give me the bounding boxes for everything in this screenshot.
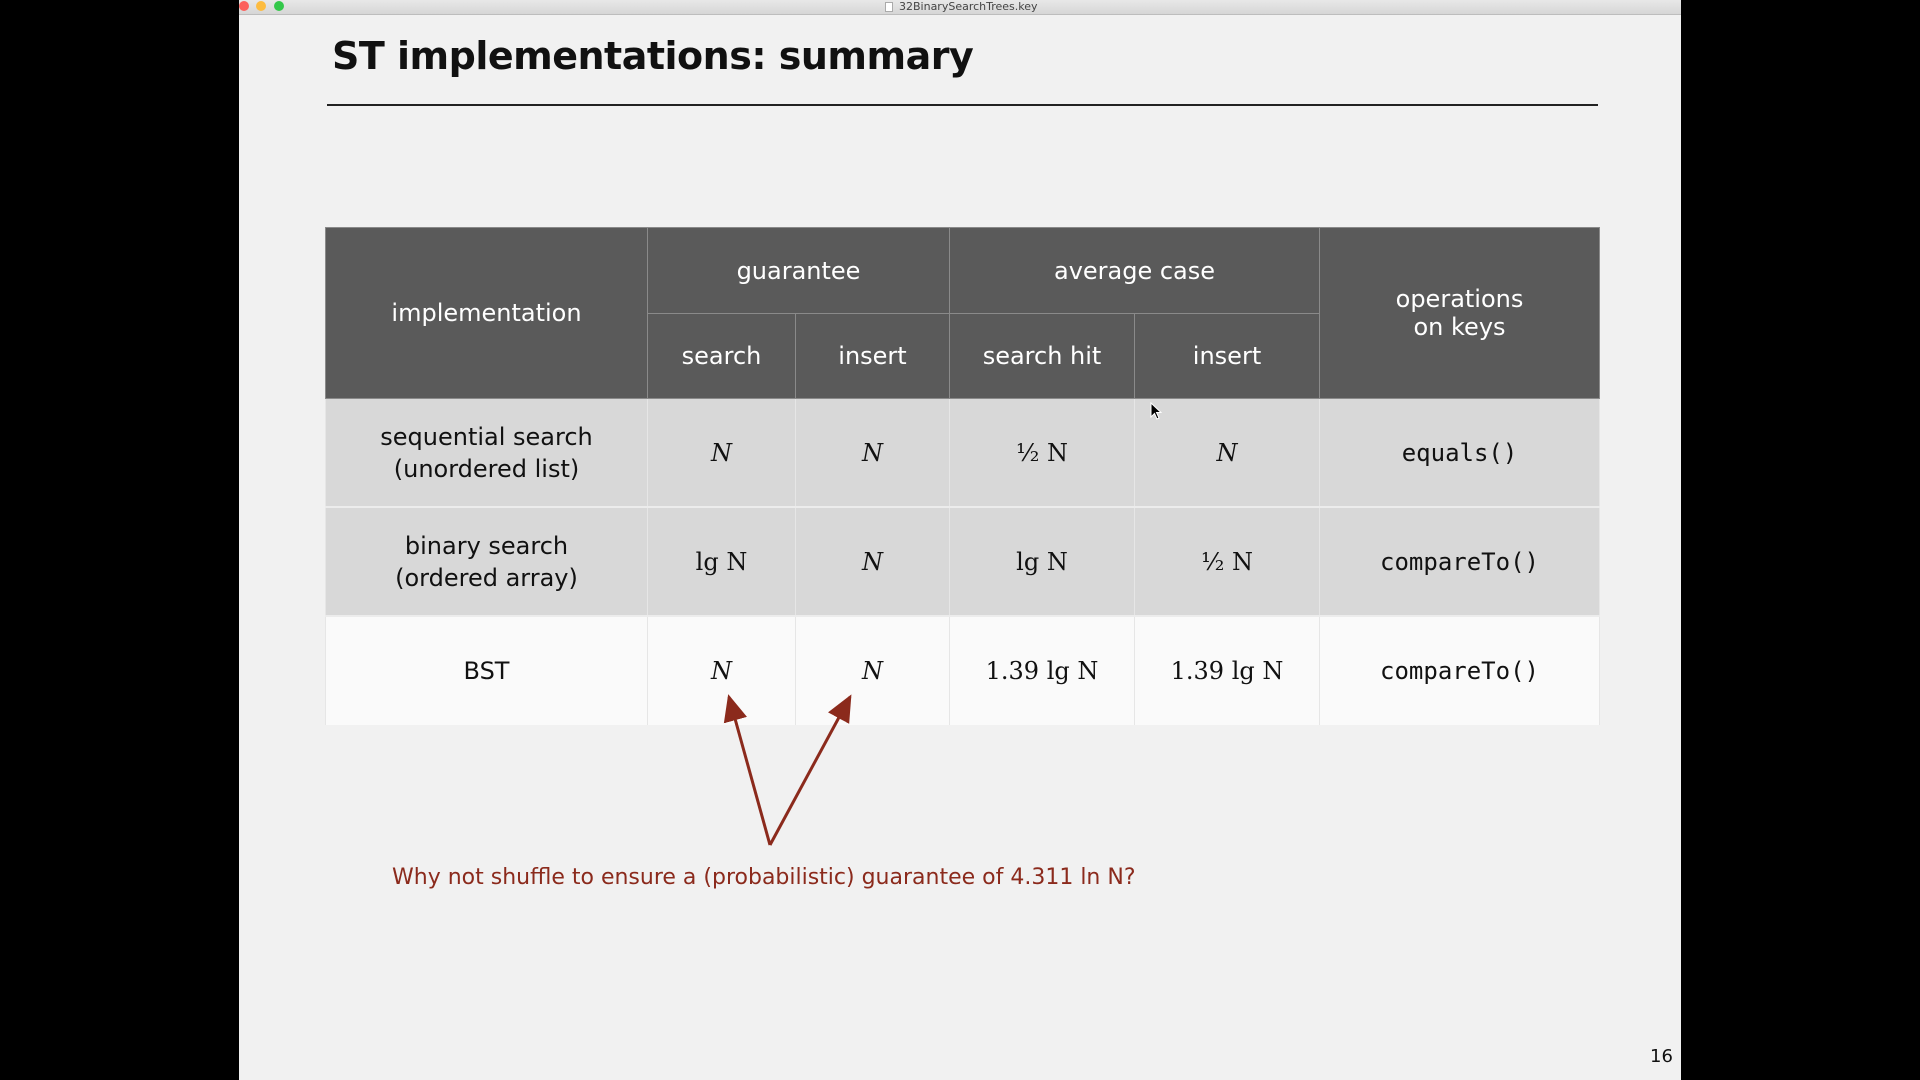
page-number: 16 [1650,1046,1673,1067]
impl-name: BST [463,657,510,685]
guarantee-insert-cell: N [794,507,951,617]
header-avg-insert: insert [1134,313,1321,399]
guarantee-search-cell: N [647,398,796,508]
avg-insert-cell: ½ N [1134,507,1321,617]
operations-cell: compareTo() [1319,616,1601,725]
window-titlebar: 32BinarySearchTrees.key [239,0,1681,15]
impl-name: binary search [404,531,569,560]
avg-search-hit-cell: 1.39 lg N [949,616,1136,725]
guarantee-insert-cell: N [794,398,951,508]
avg-search-hit-cell: ½ N [949,398,1136,508]
guarantee-search-cell: lg N [647,507,796,617]
minimize-window-button[interactable] [256,1,266,11]
header-operations-line2: on keys [1413,313,1506,341]
title-divider [327,104,1598,106]
impl-cell: binary search (ordered array) [325,507,648,617]
annotation-arrows [723,694,852,846]
guarantee-search-value: N [711,438,732,467]
arrow-to-insert [768,694,852,846]
impl-detail: (ordered array) [395,563,578,592]
guarantee-search-cell: N [647,616,796,725]
document-icon [885,2,893,12]
impl-cell: BST [325,616,648,725]
mouse-pointer-icon [1150,402,1163,420]
header-guarantee: guarantee [646,227,951,314]
guarantee-insert-value: N [862,547,883,576]
header-operations-line1: operations [1395,285,1524,313]
window-title: 32BinarySearchTrees.key [899,0,1038,13]
avg-insert-cell: 1.39 lg N [1134,616,1321,725]
slide-title: ST implementations: summary [332,34,974,78]
header-guarantee-insert: insert [794,313,951,399]
guarantee-search-value: N [711,657,732,685]
summary-table: implementation guarantee average case op… [325,227,1601,725]
header-implementation: implementation [325,227,648,399]
operations-cell: compareTo() [1319,507,1601,617]
guarantee-insert-value: N [862,438,883,467]
header-avg-search-hit: search hit [949,313,1136,399]
header-operations: operations on keys [1319,227,1601,399]
header-guarantee-search: search [647,313,796,399]
zoom-window-button[interactable] [274,1,284,11]
table-subheader-row: search insert search hit insert [326,313,1600,399]
table-header-row: implementation guarantee average case op… [325,227,1601,399]
annotation-text: Why not shuffle to ensure a (probabilist… [392,865,1136,890]
close-window-button[interactable] [239,1,249,11]
table-row: sequential search (unordered list) N N ½… [325,398,1601,508]
operations-cell: equals() [1319,398,1601,508]
table-row: BST N N 1.39 lg N 1.39 lg N compareTo() [325,616,1601,725]
avg-insert-cell: N [1134,398,1321,508]
impl-detail: (unordered list) [393,454,580,483]
arrow-to-search [723,694,772,846]
avg-insert-value: N [1216,438,1238,467]
table-row: binary search (ordered array) lg N N lg … [325,507,1601,617]
guarantee-insert-value: N [862,657,883,685]
presentation-window: 32BinarySearchTrees.key ST implementatio… [239,0,1681,1080]
guarantee-insert-cell: N [794,616,951,725]
impl-name: sequential search [380,422,593,451]
header-average-case: average case [949,227,1321,314]
impl-cell: sequential search (unordered list) [325,398,648,508]
avg-search-hit-cell: lg N [949,507,1136,617]
